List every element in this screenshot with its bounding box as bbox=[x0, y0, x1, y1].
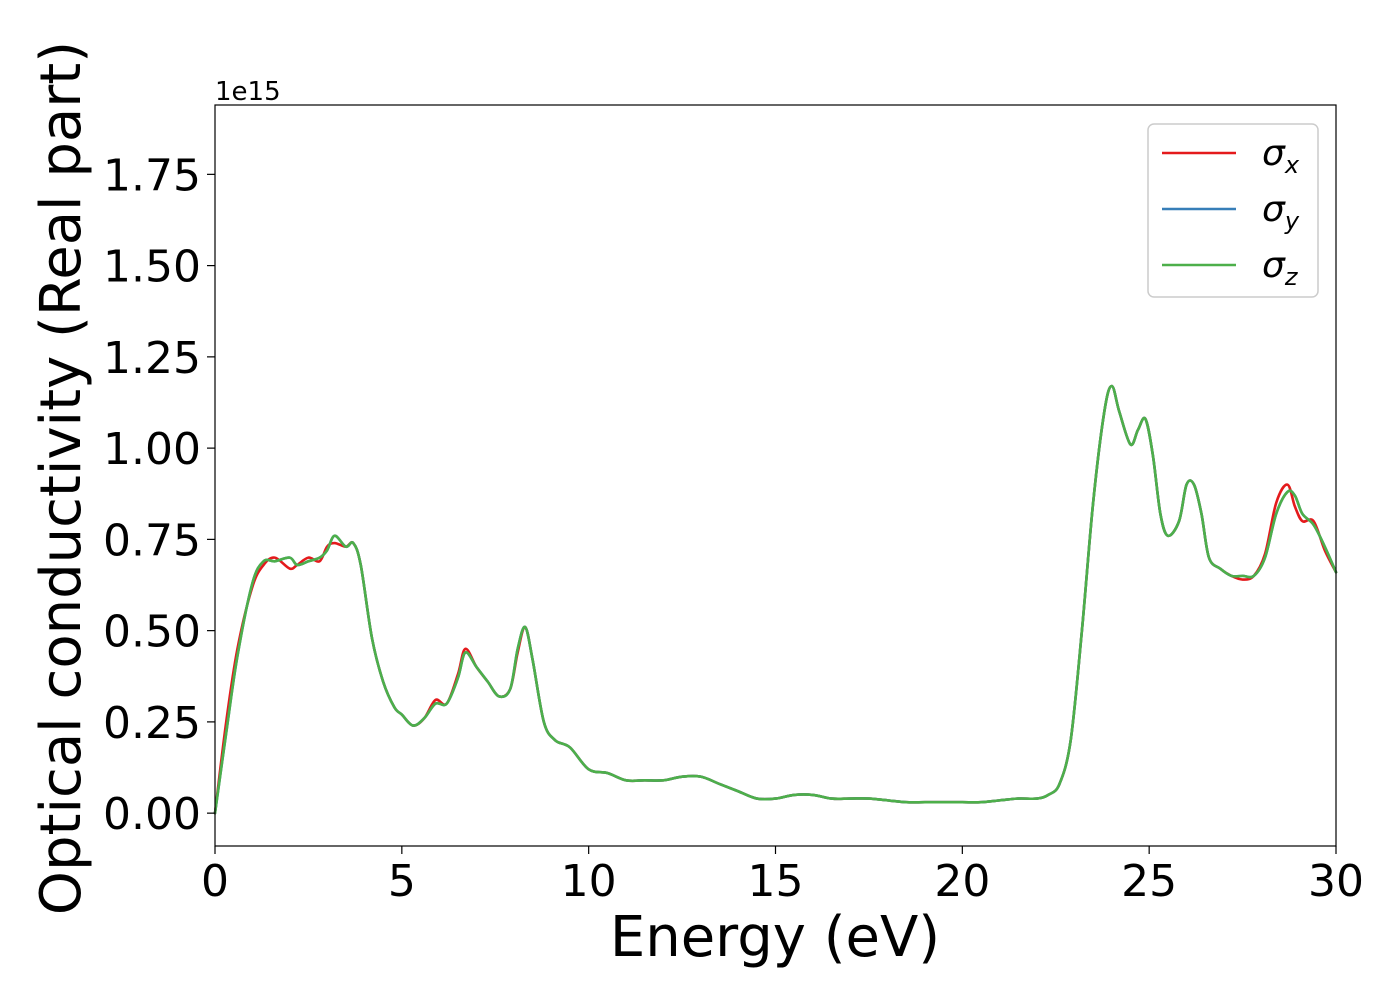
legend-label-z: σz bbox=[1262, 245, 1299, 291]
legend-frame bbox=[1147, 123, 1319, 298]
legend: σx σy σz bbox=[1147, 123, 1319, 298]
legend-label-y: σy bbox=[1262, 189, 1300, 235]
legend-label-x: σx bbox=[1262, 133, 1300, 179]
x-tick-label: 25 bbox=[1121, 856, 1177, 907]
x-tick-label: 5 bbox=[388, 856, 416, 907]
y-axis-ticks: 0.00 0.25 0.50 0.75 1.00 1.25 1.50 1.75 bbox=[103, 150, 215, 840]
y-tick-label: 1.25 bbox=[103, 333, 201, 384]
legend-items: σx σy σz bbox=[1162, 133, 1300, 291]
x-tick-label: 15 bbox=[748, 856, 804, 907]
y-tick-label: 0.25 bbox=[103, 698, 201, 749]
y-offset-label: 1e15 bbox=[215, 77, 281, 107]
y-tick-label: 0.75 bbox=[103, 515, 201, 566]
series-line-z bbox=[213, 384, 1338, 815]
y-tick-label: 1.75 bbox=[103, 150, 201, 201]
y-tick-label: 0.50 bbox=[103, 607, 201, 658]
y-tick-label: 1.50 bbox=[103, 242, 201, 293]
x-tick-label: 20 bbox=[934, 856, 990, 907]
x-axis-label: Energy (eV) bbox=[610, 905, 940, 970]
y-tick-label: 0.00 bbox=[103, 789, 201, 840]
x-tick-label: 0 bbox=[201, 856, 229, 907]
x-tick-label: 30 bbox=[1308, 856, 1364, 907]
y-tick-label: 1.00 bbox=[103, 424, 201, 475]
x-tick-label: 10 bbox=[561, 856, 617, 907]
y-axis-label: Optical conductivity (Real part) bbox=[29, 41, 94, 915]
x-axis-ticks: 0 5 10 15 20 25 30 bbox=[201, 846, 1364, 907]
series-layer bbox=[213, 384, 1338, 815]
